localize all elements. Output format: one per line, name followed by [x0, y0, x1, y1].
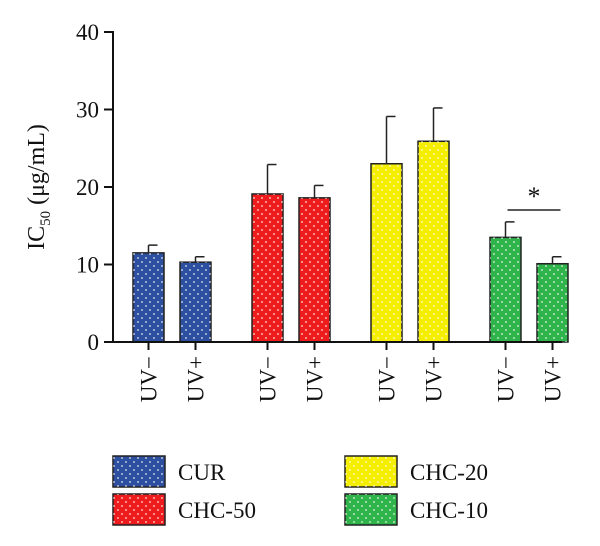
y-tick-label: 10 [76, 253, 99, 278]
x-tick-label: UV+ [303, 356, 328, 402]
y-tick-label: 0 [88, 330, 100, 355]
y-axis-label: IC50 (μg/mL) [24, 124, 54, 250]
significance-marker: * [528, 182, 541, 211]
bar-dot-pattern [371, 163, 402, 342]
legend-label: CHC-20 [410, 460, 488, 485]
bar-dot-pattern [490, 237, 521, 342]
legend-label: CHC-50 [178, 498, 256, 523]
bar-dot-pattern [537, 263, 568, 342]
x-tick-label: UV+ [422, 356, 447, 402]
legend-label: CUR [178, 460, 226, 485]
bar-dot-pattern [180, 262, 211, 342]
x-tick-label: UV− [375, 356, 400, 402]
y-tick-label: 40 [76, 20, 99, 45]
y-axis: 0 10 20 30 40 IC50 (μg/mL) [24, 20, 114, 355]
bar-dot-pattern [133, 252, 164, 342]
x-tick-label: UV+ [184, 356, 209, 402]
bar-dot-pattern [299, 197, 330, 342]
x-tick-label: UV− [494, 356, 519, 402]
legend-swatch-pattern [345, 456, 397, 487]
legend-swatch-pattern [113, 494, 165, 525]
x-axis: UV− UV+ UV− UV+ UV− UV+ UV− UV+ [113, 341, 566, 402]
bar-dot-pattern [252, 193, 283, 342]
legend-label: CHC-10 [410, 498, 488, 523]
legend-swatch-pattern [113, 456, 165, 487]
bars: * [132, 107, 569, 343]
legend-swatch-pattern [345, 494, 397, 525]
bar-dot-pattern [418, 141, 449, 342]
y-tick-label: 30 [76, 98, 99, 123]
y-tick-label: 20 [76, 175, 99, 200]
legend: CUR CHC-20 CHC-50 CHC-10 [112, 455, 488, 526]
x-tick-label: UV− [137, 356, 162, 402]
x-tick-label: UV+ [541, 356, 566, 402]
x-tick-label: UV− [256, 356, 281, 402]
